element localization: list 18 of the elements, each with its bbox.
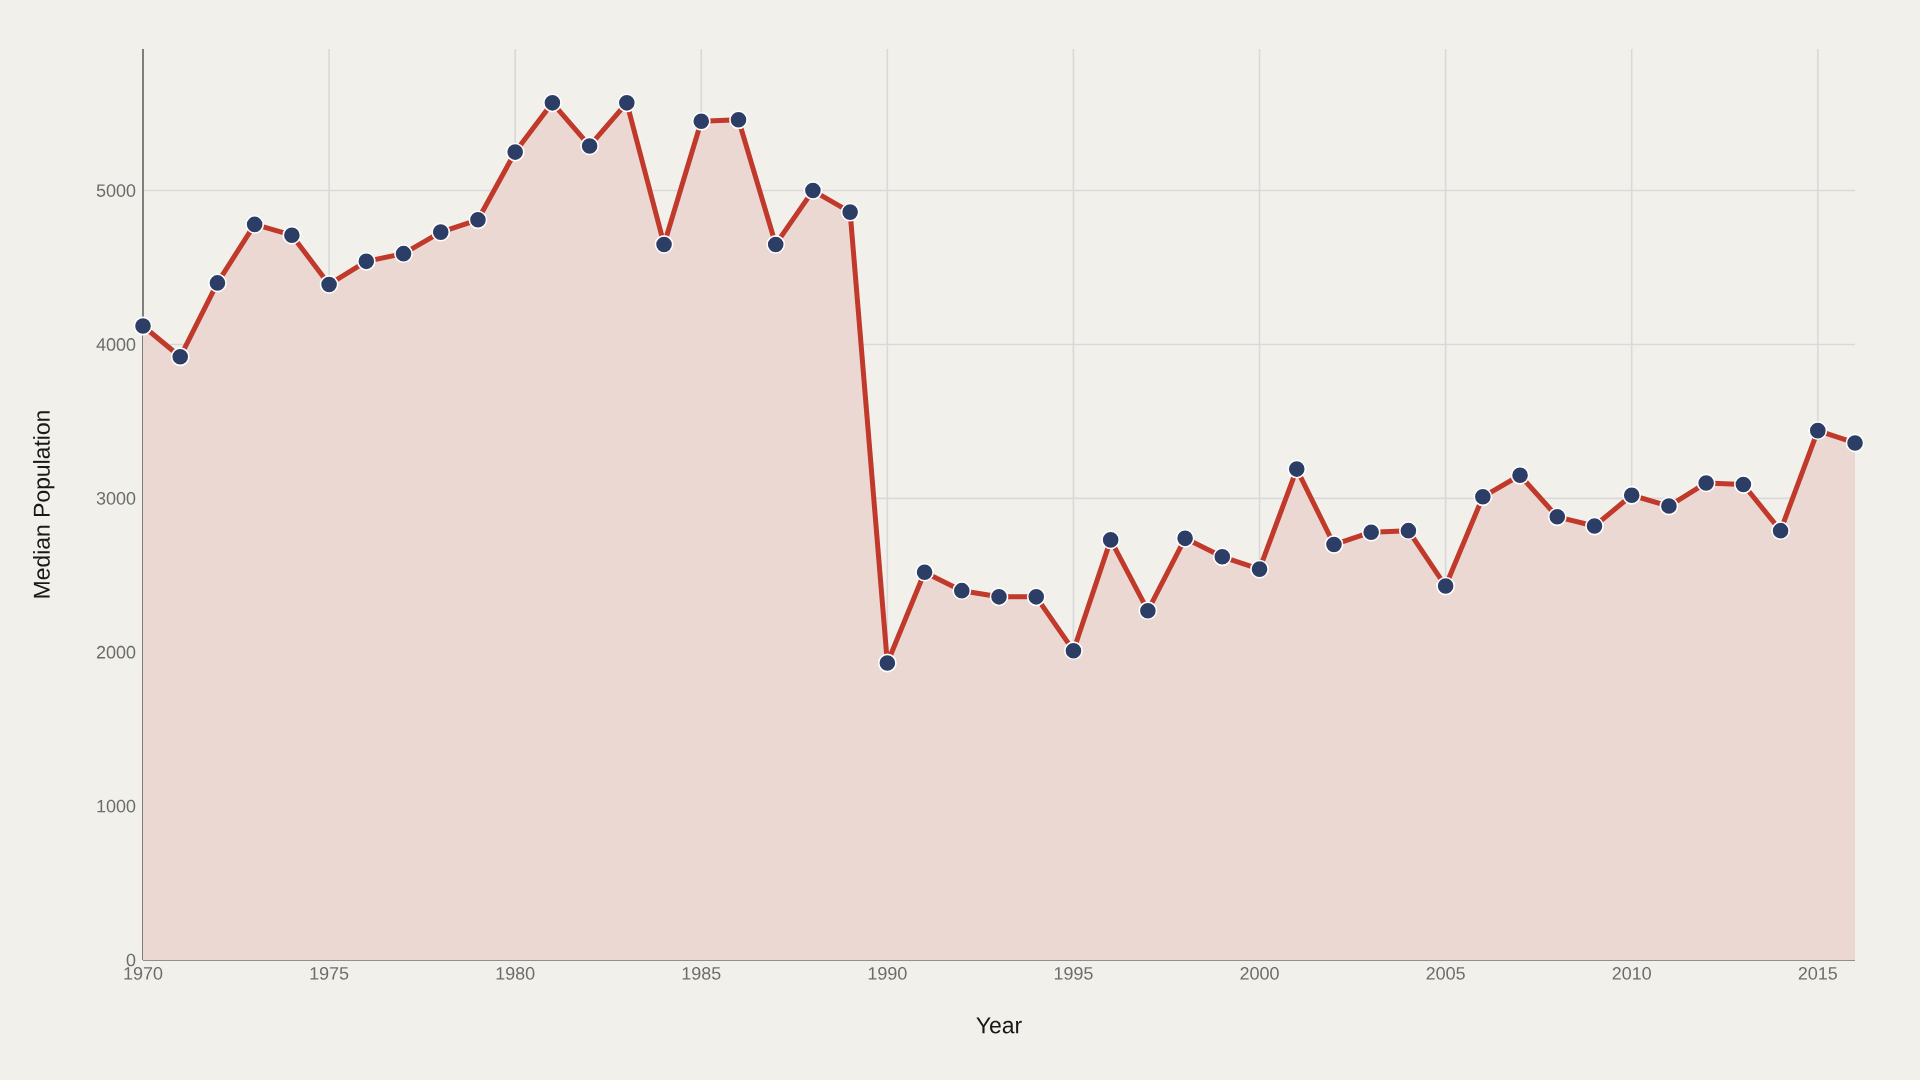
x-tick-label: 2015 xyxy=(1798,967,1837,980)
x-tick-label: 1975 xyxy=(310,967,349,980)
y-tick-label: 0 xyxy=(126,953,136,967)
y-tick-label: 4000 xyxy=(96,338,136,351)
x-tick-label: 1990 xyxy=(868,967,907,980)
x-tick-label: 1970 xyxy=(124,967,163,980)
x-tick-label: 2010 xyxy=(1612,967,1651,980)
x-tick-label: 2000 xyxy=(1240,967,1279,980)
x-tick-label: 1980 xyxy=(496,967,535,980)
y-tick-label: 5000 xyxy=(96,184,136,197)
y-tick-label: 3000 xyxy=(96,491,136,505)
y-tick-label: 2000 xyxy=(96,645,136,659)
x-tick-label: 2005 xyxy=(1426,967,1465,980)
y-tick-label: 1000 xyxy=(97,799,136,813)
x-axis-title: Year xyxy=(976,1017,1022,1034)
x-tick-label: 1985 xyxy=(682,967,721,980)
x-tick-label: 1995 xyxy=(1054,967,1093,980)
y-axis-title: Median Population xyxy=(33,411,55,598)
